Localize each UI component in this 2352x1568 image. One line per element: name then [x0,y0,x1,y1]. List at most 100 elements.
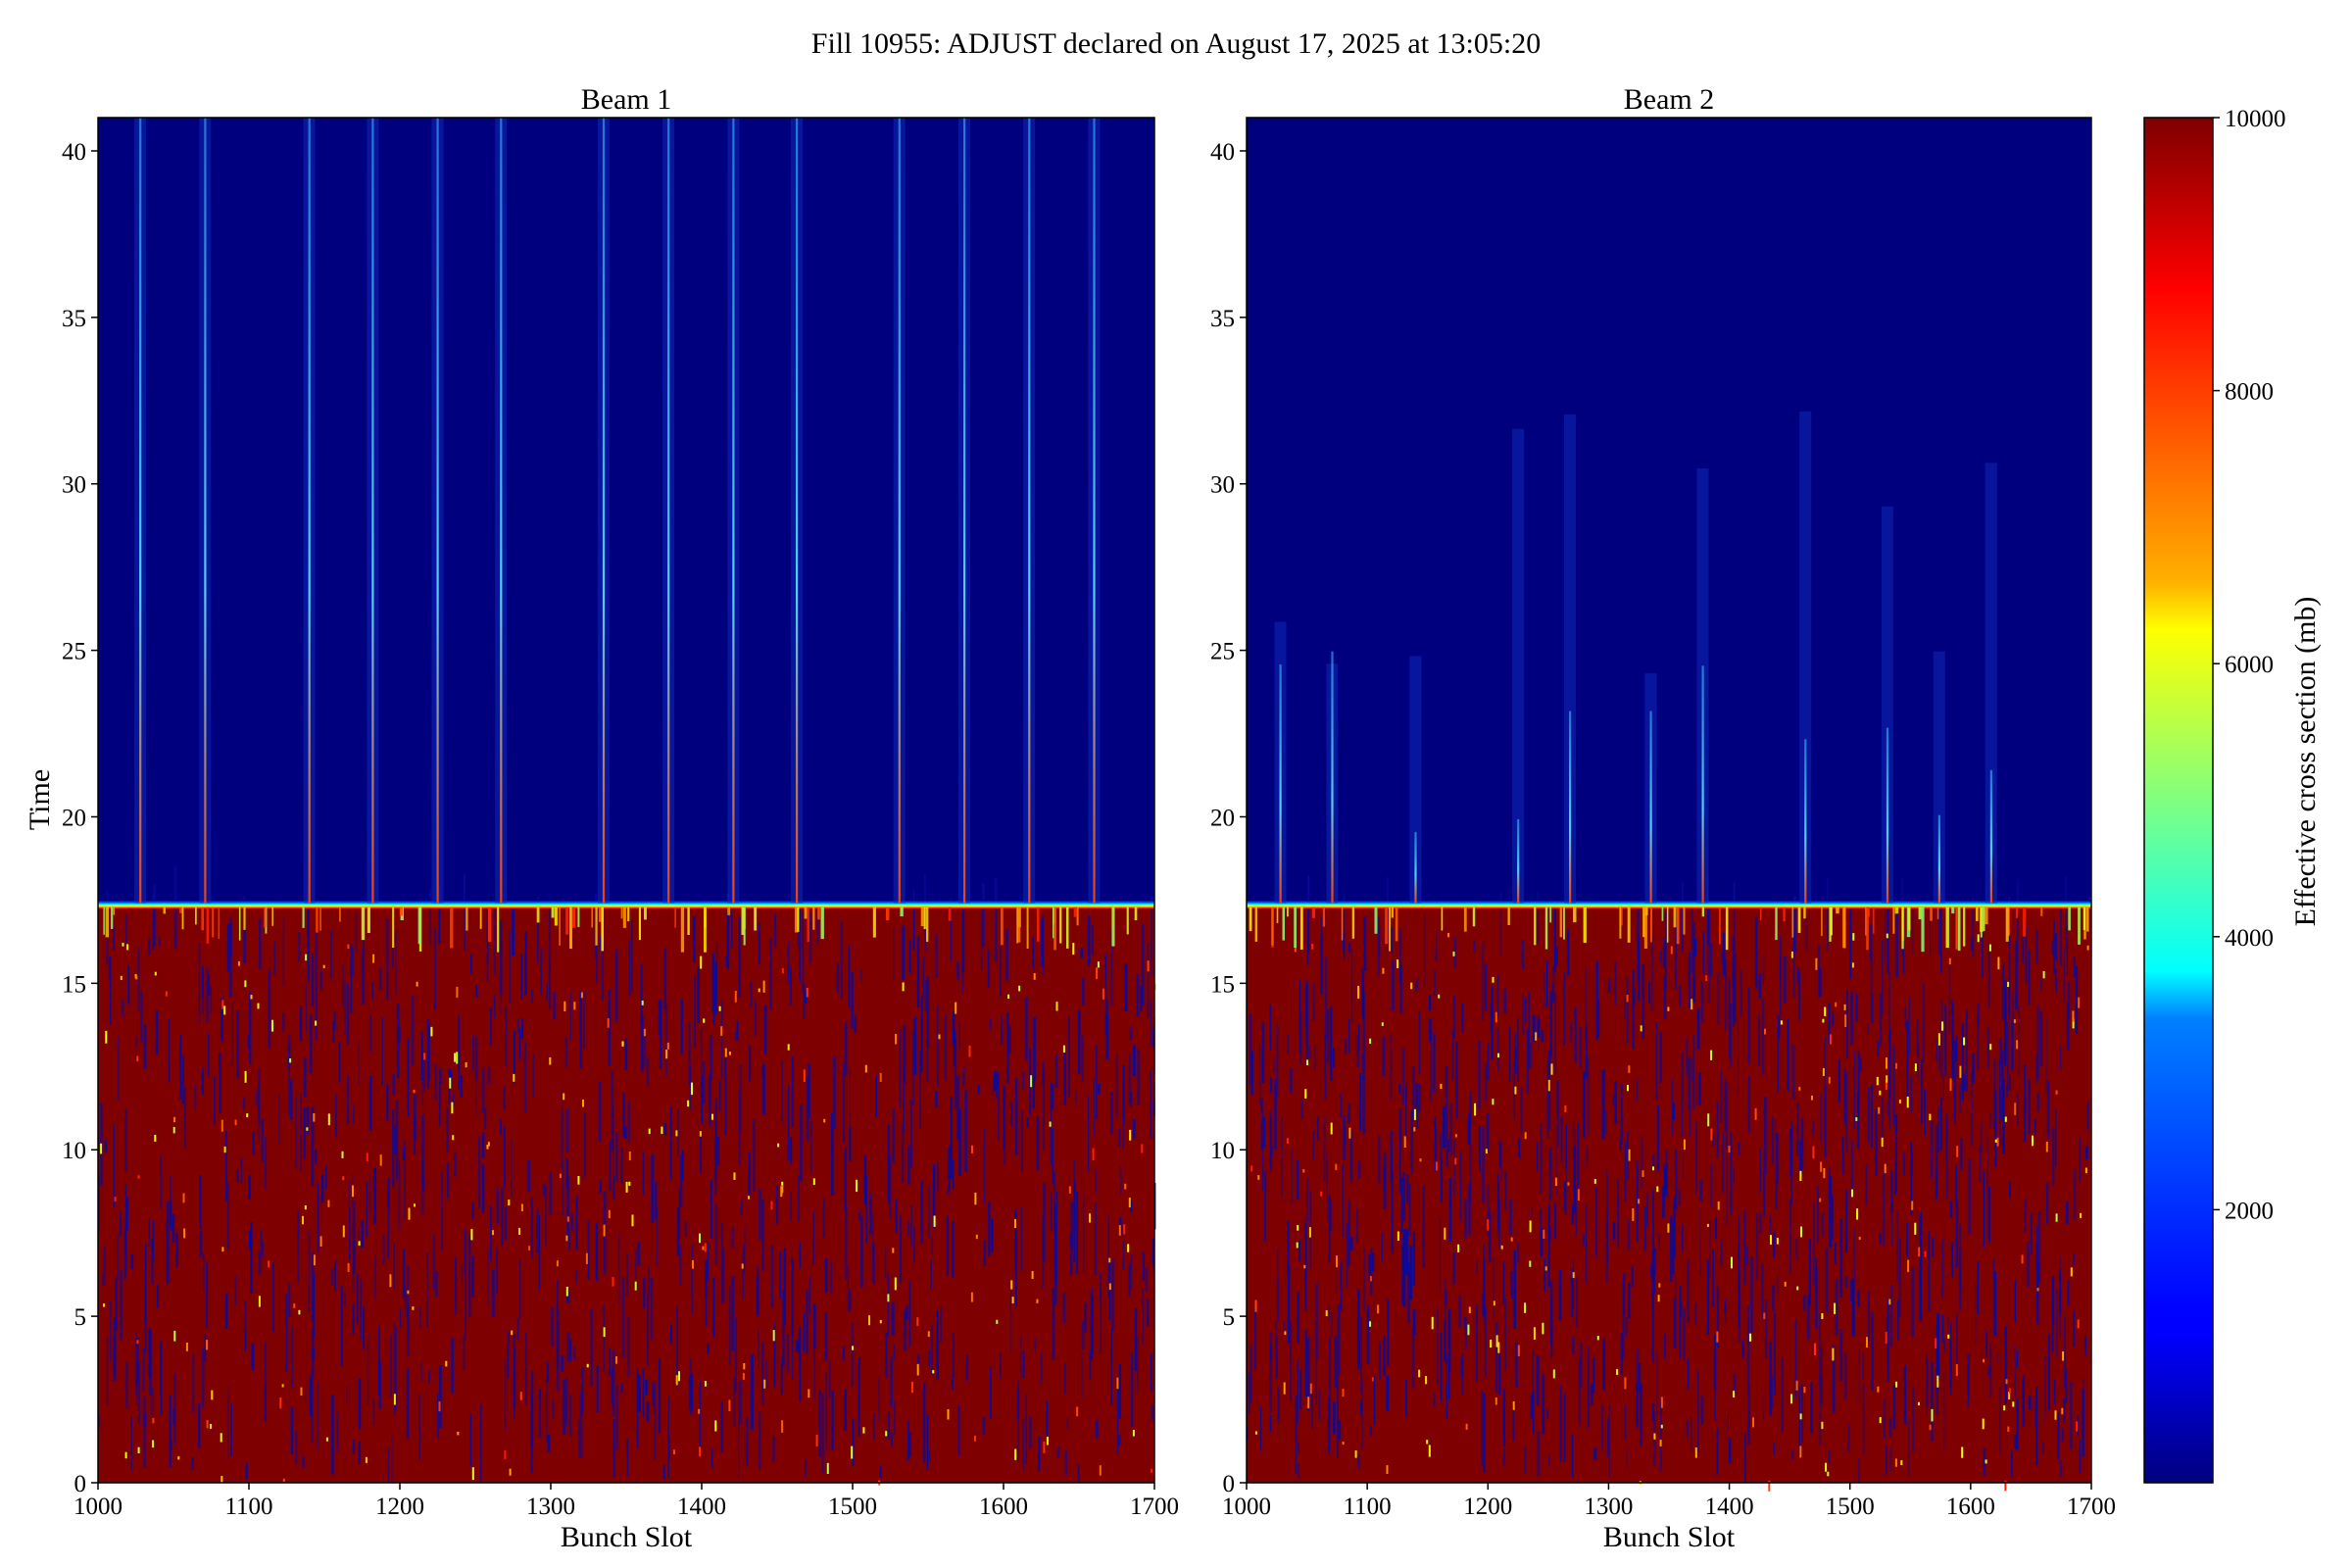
dropout-mark [620,1383,623,1394]
dropout-mark [1040,1352,1043,1385]
speck-mark [1716,1331,1719,1343]
dropout-mark [1692,922,1695,999]
dropout-mark [1520,1088,1523,1134]
dropout-mark [1443,1106,1446,1149]
dropout-mark [1858,1458,1860,1483]
dropout-mark [2034,1396,2037,1428]
dropout-mark [1338,1420,1342,1441]
dropout-mark [437,1394,439,1439]
speck-mark [322,964,325,969]
dropout-mark [1356,1208,1358,1243]
dropout-mark [1720,1239,1723,1265]
speck-mark [970,1292,973,1302]
dropout-mark [1733,881,1736,952]
edge-drip [1673,906,1677,928]
dropout-mark [739,1063,742,1132]
dropout-mark [1955,1200,1959,1268]
speck-mark [1303,1264,1306,1269]
dropout-mark [740,1200,743,1216]
dropout-mark [1446,1149,1448,1167]
beam-2-heatmap [1247,118,2091,1492]
dropout-mark [1008,1026,1011,1054]
edge-drip [1775,906,1778,941]
dropout-mark [206,968,209,1023]
dropout-mark [1261,1056,1264,1084]
dropout-mark [1565,1169,1567,1216]
speck-mark [358,1241,361,1246]
dropout-mark [1548,1454,1550,1467]
edge-drip [1001,906,1004,946]
speck-mark [528,1246,531,1250]
dropout-mark [640,964,643,1024]
dropout-mark [1482,941,1485,1021]
dropout-mark [1655,1022,1658,1100]
dropout-mark [202,1348,205,1408]
speck-mark [1626,995,1629,1003]
speck-mark [1657,1295,1660,1302]
dropout-mark [248,992,252,1064]
dropout-mark [1774,1312,1776,1396]
dropout-mark [243,1097,245,1110]
dropout-mark [1109,1092,1113,1135]
dropout-mark [908,1281,910,1348]
speck-mark [675,1375,678,1386]
dropout-mark [1944,1004,1947,1076]
dropout-mark [1787,1018,1789,1091]
dropout-mark [983,1240,986,1266]
speck-mark [2003,1405,2006,1411]
dropout-mark [1687,1258,1690,1323]
dropout-mark [1548,1147,1552,1201]
dropout-mark [1738,1143,1740,1155]
dropout-mark [1104,981,1107,1035]
speck-mark [1369,1276,1372,1282]
speck-mark [971,1145,973,1153]
dropout-mark [2024,1199,2027,1234]
dropout-mark [1602,1338,1605,1392]
dropout-mark [612,1175,615,1200]
speck-mark [1884,1163,1886,1174]
edge-drip [316,906,318,933]
dropout-mark [1741,1340,1744,1359]
dropout-mark [903,1025,906,1084]
speck-mark [711,1113,713,1120]
dropout-mark [1690,900,1693,974]
dropout-mark [895,1199,898,1233]
speck-mark [1881,1137,1884,1148]
dropout-mark [2017,1093,2019,1126]
speck-mark [1403,1136,1406,1148]
speck-mark [1878,1106,1881,1114]
dropout-mark [1563,971,1566,1046]
edge-drip [1073,906,1078,917]
y-tick-label: 30 [1210,472,1235,499]
dropout-mark [2016,879,2019,962]
dropout-mark [1528,991,1530,1069]
speck-mark [244,980,247,988]
dropout-mark [1627,1131,1629,1180]
dropout-mark [499,1119,502,1136]
speck-mark [1822,1067,1825,1076]
dropout-mark [1658,1233,1660,1250]
speck-mark [1141,1144,1144,1153]
dropout-mark [1924,1090,1926,1136]
dropout-mark [842,1346,845,1361]
edge-drip [1650,906,1652,943]
dropout-mark [1955,1313,1958,1376]
dropout-mark [1850,1141,1853,1198]
speck-mark [780,1186,783,1198]
dropout-mark [472,1035,474,1048]
edge-drip [1351,906,1355,939]
dropout-mark [998,1078,1000,1141]
dropout-mark [1323,1116,1326,1181]
edge-drip [1791,906,1794,938]
dropout-mark [106,1336,109,1406]
edge-drip [754,906,758,931]
dropout-mark [478,1136,481,1209]
dropout-mark [1503,988,1506,1013]
speck-mark [885,1431,888,1437]
dropout-mark [1434,1124,1437,1172]
x-tick-label: 1100 [224,1494,272,1520]
dropout-mark [1348,943,1351,954]
dropout-mark [1248,1373,1250,1414]
speck-mark [1947,1334,1950,1339]
speck-mark [1336,1255,1338,1268]
